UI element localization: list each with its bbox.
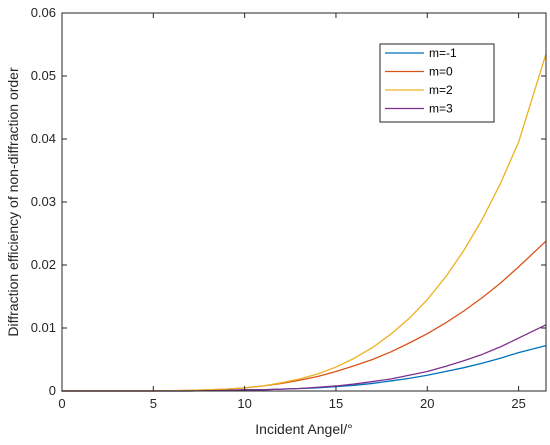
legend-label: m=3 (429, 102, 453, 116)
x-axis-label: Incident Angel/° (255, 421, 352, 437)
x-tick-label: 10 (237, 396, 251, 411)
x-tick-label: 15 (329, 396, 343, 411)
y-tick-label: 0 (49, 383, 56, 398)
legend-label: m=0 (429, 65, 453, 79)
x-tick-label: 20 (420, 396, 434, 411)
x-tick-label: 0 (58, 396, 65, 411)
legend: m=-1 m=0 m=2 m=3 (379, 43, 495, 123)
x-tick-label: 5 (150, 396, 157, 411)
y-tick-label: 0.03 (31, 194, 56, 209)
y-axis-label: Diffraction efficiency of non-diffractio… (5, 67, 21, 337)
series-layer (61, 53, 547, 392)
y-tick-label: 0.05 (31, 68, 56, 83)
x-tick-label: 25 (511, 396, 525, 411)
y-tick-label: 0.04 (31, 131, 56, 146)
tick-layer: 0 5 10 15 20 25 0 0.01 0.02 0.03 0.04 0.05 0.06 (31, 5, 546, 411)
series-line-3 (61, 53, 547, 392)
y-tick-label: 0.02 (31, 257, 56, 272)
y-tick-label: 0.06 (31, 5, 56, 20)
y-tick-label: 0.01 (31, 320, 56, 335)
legend-label: m=-1 (429, 46, 457, 60)
series-line-4 (61, 324, 547, 392)
legend-label: m=2 (429, 83, 453, 97)
